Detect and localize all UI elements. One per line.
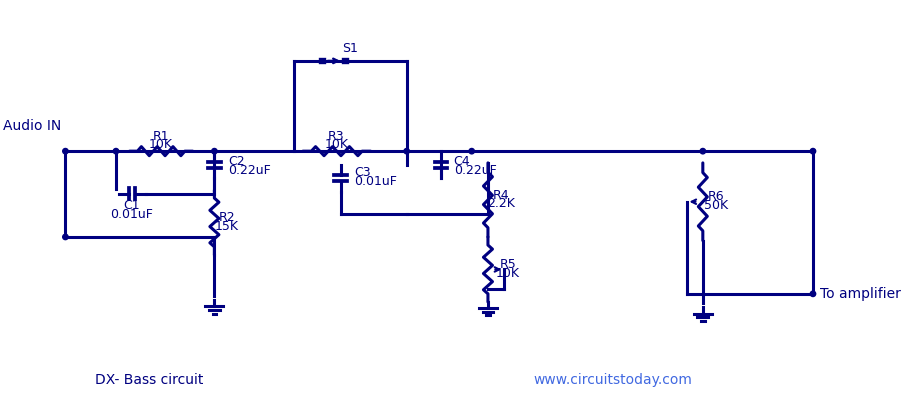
Circle shape xyxy=(63,148,69,154)
Circle shape xyxy=(700,148,705,154)
Text: S1: S1 xyxy=(342,42,358,55)
Circle shape xyxy=(810,148,815,154)
Text: 15K: 15K xyxy=(215,220,239,233)
Circle shape xyxy=(469,148,474,154)
Text: 10K: 10K xyxy=(496,266,520,279)
Text: R1: R1 xyxy=(152,130,170,143)
Text: C3: C3 xyxy=(354,166,371,179)
Text: 0.01uF: 0.01uF xyxy=(354,176,397,188)
Text: C1: C1 xyxy=(123,199,140,212)
Text: R3: R3 xyxy=(328,130,345,143)
Text: 0.22uF: 0.22uF xyxy=(228,163,271,177)
Text: 10K: 10K xyxy=(325,138,348,151)
Text: DX- Bass circuit: DX- Bass circuit xyxy=(96,374,204,387)
Text: R6: R6 xyxy=(708,190,724,203)
Circle shape xyxy=(63,234,69,240)
Text: R4: R4 xyxy=(493,189,510,202)
Circle shape xyxy=(114,148,119,154)
Text: 0.22uF: 0.22uF xyxy=(454,163,496,177)
Text: R2: R2 xyxy=(218,211,235,224)
Text: C4: C4 xyxy=(454,155,470,168)
Text: To amplifier: To amplifier xyxy=(820,287,901,301)
Text: www.circuitstoday.com: www.circuitstoday.com xyxy=(533,374,692,387)
Text: 50K: 50K xyxy=(704,199,729,212)
Circle shape xyxy=(810,291,815,296)
Text: R5: R5 xyxy=(500,258,516,271)
Text: C2: C2 xyxy=(228,155,244,168)
Circle shape xyxy=(212,148,217,154)
Text: Audio IN: Audio IN xyxy=(3,119,61,133)
Text: 2.2K: 2.2K xyxy=(488,197,515,210)
Circle shape xyxy=(404,148,410,154)
Text: 0.01uF: 0.01uF xyxy=(110,208,152,221)
Text: 10K: 10K xyxy=(149,138,173,151)
